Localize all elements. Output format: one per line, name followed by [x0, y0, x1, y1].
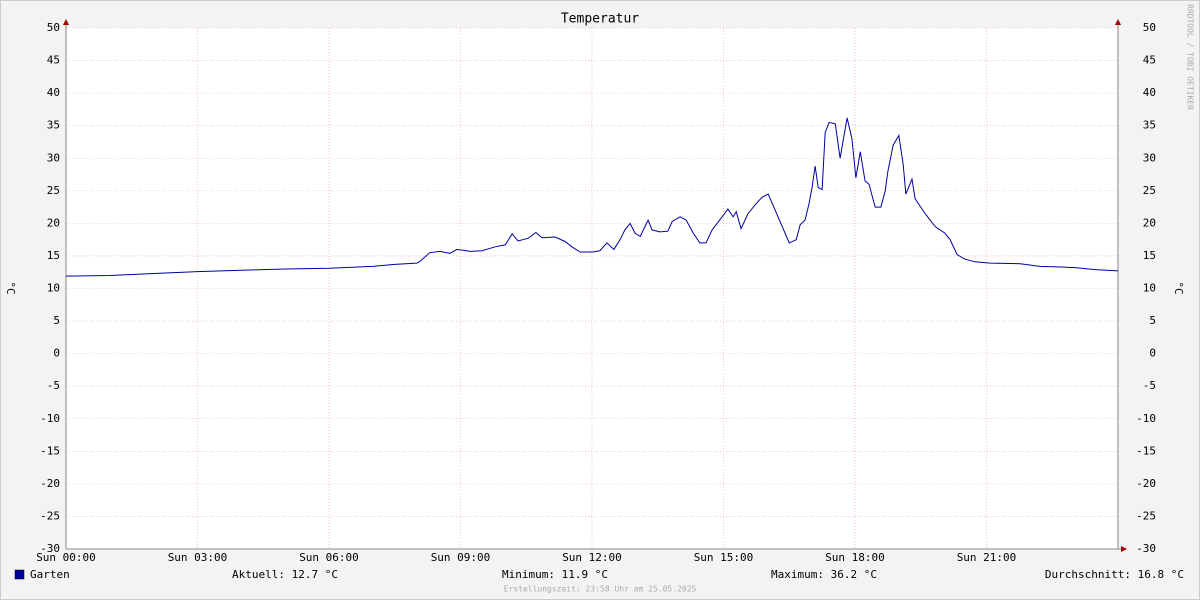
y2-tick-label: 35 — [1143, 119, 1156, 132]
y2-tick-label: -20 — [1136, 477, 1156, 490]
y2-tick-label: -30 — [1136, 542, 1156, 555]
y-tick-label: 5 — [53, 314, 60, 327]
y-tick-label: 25 — [47, 184, 60, 197]
y-tick-label: 45 — [47, 54, 60, 67]
x-tick-label: Sun 12:00 — [562, 551, 622, 564]
y2-tick-label: -10 — [1136, 412, 1156, 425]
y-tick-label: 40 — [47, 86, 60, 99]
y2-tick-label: -25 — [1136, 509, 1156, 522]
x-tick-label: Sun 03:00 — [168, 551, 228, 564]
y-tick-label: 50 — [47, 21, 60, 34]
y2-tick-label: 5 — [1149, 314, 1156, 327]
axis-arrow — [63, 19, 69, 25]
y-tick-label: -5 — [47, 379, 60, 392]
y-axis-label: °C — [4, 281, 17, 294]
y-tick-label: -25 — [40, 509, 60, 522]
legend-swatch — [14, 569, 25, 580]
y2-tick-label: 50 — [1143, 21, 1156, 34]
stat: Aktuell: 12.7 °C — [232, 568, 338, 581]
axis-arrow — [1115, 19, 1121, 25]
y2-tick-label: 40 — [1143, 86, 1156, 99]
legend-entry: Garten — [30, 568, 70, 581]
y-tick-label: -20 — [40, 477, 60, 490]
y2-tick-label: 15 — [1143, 249, 1156, 262]
x-tick-label: Sun 09:00 — [431, 551, 491, 564]
y2-tick-label: 10 — [1143, 282, 1156, 295]
y-tick-label: 10 — [47, 282, 60, 295]
y-tick-label: -15 — [40, 444, 60, 457]
y2-tick-label: 0 — [1149, 347, 1156, 360]
y2-tick-label: 30 — [1143, 151, 1156, 164]
footer: Erstellungszeit: 23:58 Uhr am 25.05.2025 — [504, 585, 697, 594]
y2-tick-label: 25 — [1143, 184, 1156, 197]
y-tick-label: 0 — [53, 347, 60, 360]
stat: Maximum: 36.2 °C — [771, 568, 877, 581]
axis-arrow — [1121, 546, 1127, 552]
x-tick-label: Sun 15:00 — [694, 551, 754, 564]
x-tick-label: Sun 06:00 — [299, 551, 359, 564]
y-tick-label: 20 — [47, 216, 60, 229]
stat: Durchschnitt: 16.8 °C — [1045, 568, 1184, 581]
x-tick-label: Sun 18:00 — [825, 551, 885, 564]
y-tick-label: -30 — [40, 542, 60, 555]
y2-tick-label: 20 — [1143, 216, 1156, 229]
y-tick-label: 35 — [47, 119, 60, 132]
y2-tick-label: -15 — [1136, 444, 1156, 457]
x-tick-label: Sun 21:00 — [957, 551, 1017, 564]
y-tick-label: 30 — [47, 151, 60, 164]
y-tick-label: 15 — [47, 249, 60, 262]
watermark: RRDTOOL / TOBI OETIKER — [1186, 4, 1195, 110]
x-tick-label: Sun 00:00 — [36, 551, 96, 564]
stat: Minimum: 11.9 °C — [502, 568, 608, 581]
y2-tick-label: -5 — [1143, 379, 1156, 392]
y-tick-label: -10 — [40, 412, 60, 425]
line-series — [65, 117, 1119, 277]
y2-axis-label: °C — [1172, 281, 1185, 294]
y2-tick-label: 45 — [1143, 54, 1156, 67]
chart-title: Temperatur — [561, 12, 639, 27]
